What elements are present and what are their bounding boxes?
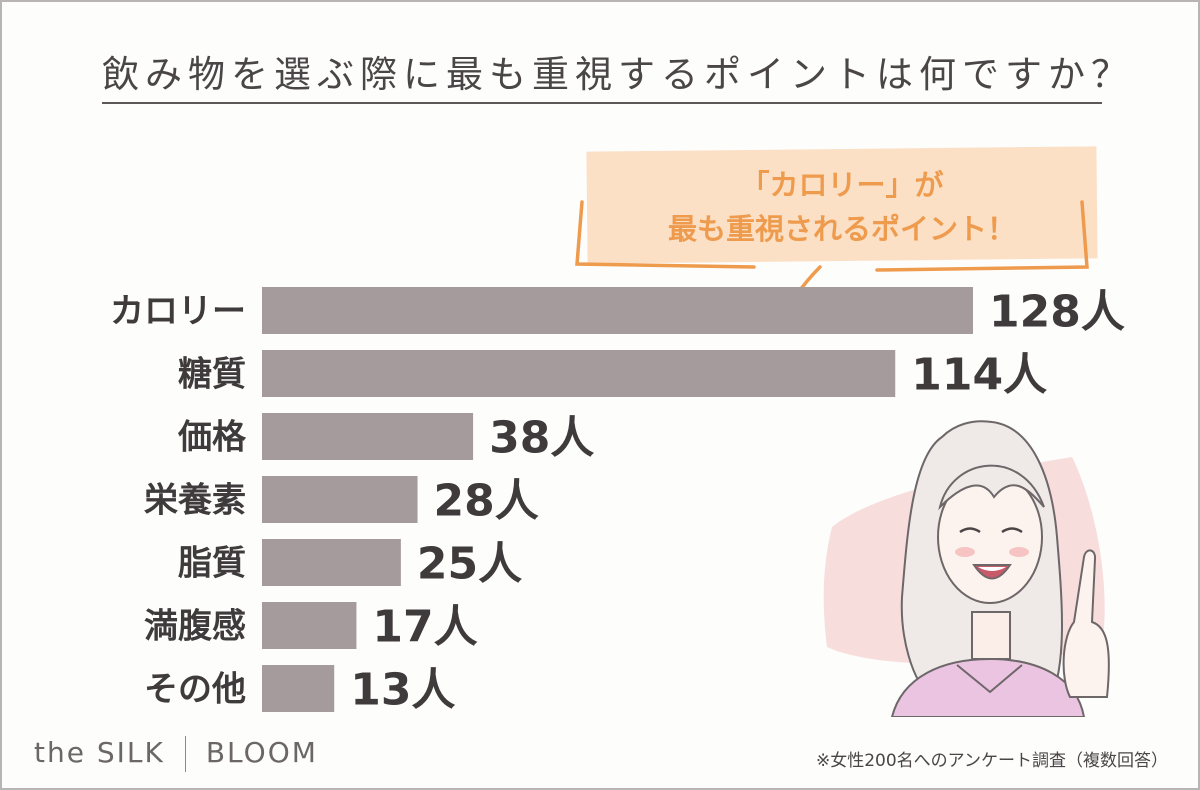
- page-title: 飲み物を選ぶ際に最も重視するポイントは何ですか？: [102, 53, 1134, 96]
- brand-left: the SILK: [34, 736, 165, 769]
- brand-right: BLOOM: [205, 736, 318, 769]
- category-label: カロリー: [110, 292, 246, 332]
- bar: [262, 602, 357, 649]
- category-label: その他: [144, 670, 246, 710]
- callout-outline-right: [875, 200, 1089, 272]
- callout-line-1: 「カロリー」が: [740, 168, 944, 202]
- value-label: 13人: [350, 665, 455, 716]
- bar: [262, 476, 418, 523]
- bar: [262, 350, 896, 397]
- bar: [262, 539, 401, 586]
- bar: [262, 287, 973, 334]
- bar: [262, 413, 474, 460]
- callout-outline-left: [575, 200, 756, 269]
- brand-separator: [184, 736, 186, 772]
- survey-note: ※女性200名へのアンケート調査（複数回答）: [815, 751, 1168, 771]
- brand-logo: the SILK BLOOM: [34, 736, 318, 772]
- category-label: 価格: [177, 418, 247, 458]
- value-label: 38人: [489, 413, 594, 464]
- callout-line-2: 最も重視されるポイント！: [667, 212, 1016, 246]
- category-label: 糖質: [178, 355, 246, 395]
- value-label: 17人: [372, 602, 477, 653]
- bar: [262, 665, 335, 712]
- value-label: 114人: [911, 350, 1047, 401]
- smiling-woman-pointing-up-icon: [823, 420, 1110, 717]
- value-label: 128人: [989, 287, 1125, 338]
- category-label: 栄養素: [144, 481, 246, 521]
- value-label: 28人: [434, 476, 539, 527]
- category-label: 脂質: [178, 544, 246, 584]
- value-label: 25人: [417, 539, 522, 590]
- category-label: 満腹感: [144, 607, 246, 647]
- title-underline: [102, 102, 1102, 104]
